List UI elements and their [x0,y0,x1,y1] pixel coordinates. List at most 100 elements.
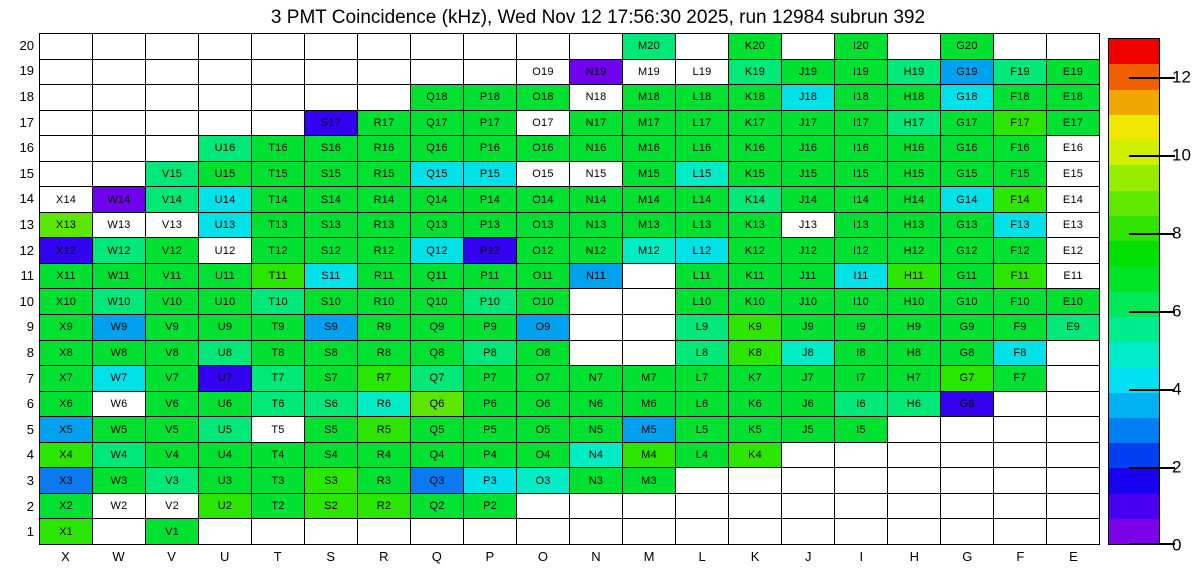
grid-cell-empty [252,519,304,544]
grid-cell-L13: L13 [676,212,728,238]
grid-cell-empty [570,340,622,366]
grid-cell-E17: E17 [1047,110,1099,136]
grid-cell-W4: W4 [93,442,145,468]
grid-cell-S10: S10 [305,289,357,315]
y-tick-label-2: 2 [26,498,34,514]
grid-cell-H8: H8 [888,340,940,366]
colorbar-tick [1129,233,1175,235]
grid-cell-H12: H12 [888,238,940,263]
grid-cell-L17: L17 [676,110,728,136]
grid-cell-empty [199,85,251,110]
grid-cell-V14: V14 [146,187,198,212]
x-tick-label-J: J [804,549,812,564]
grid-cell-N17: N17 [570,110,622,136]
x-tick-label-H: H [909,549,919,564]
grid-cell-empty [411,34,463,59]
grid-cell-empty [623,315,675,340]
grid-cell-X2: X2 [40,493,92,519]
grid-cell-I10: I10 [835,289,887,315]
grid-cell-S12: S12 [305,238,357,263]
grid-cell-empty [411,519,463,544]
grid-cell-K9: K9 [729,315,781,340]
grid-cell-V13: V13 [146,212,198,238]
y-tick-label-6: 6 [26,396,34,412]
grid-cell-empty [888,34,940,59]
grid-cell-empty [305,59,357,85]
grid-cell-L7: L7 [676,366,728,391]
grid-cell-U7: U7 [199,366,251,391]
grid-cell-L14: L14 [676,187,728,212]
colorbar-tick [1129,311,1175,313]
colorbar-band [1109,342,1159,368]
grid-cell-S17: S17 [305,110,357,136]
grid-cell-F8: F8 [994,340,1046,366]
grid-cell-empty [994,493,1046,519]
grid-cell-V7: V7 [146,366,198,391]
grid-cell-M7: M7 [623,366,675,391]
grid-cell-empty [676,493,728,519]
grid-cell-empty [729,519,781,544]
grid-cell-T12: T12 [252,238,304,263]
grid-cell-M5: M5 [623,417,675,442]
grid-cell-empty [93,34,145,59]
grid-cell-E14: E14 [1047,187,1099,212]
grid-cell-N18: N18 [570,85,622,110]
grid-cell-empty [941,519,993,544]
grid-cell-P4: P4 [464,442,516,468]
grid-cell-empty [623,263,675,289]
grid-cell-F13: F13 [994,212,1046,238]
grid-cell-R12: R12 [358,238,410,263]
x-tick-label-F: F [1016,549,1025,564]
grid-cell-empty [835,442,887,468]
grid-cell-Q14: Q14 [411,187,463,212]
grid-cell-J14: J14 [782,187,834,212]
grid-cell-X1: X1 [40,519,92,544]
grid-cell-I8: I8 [835,340,887,366]
grid-cell-N6: N6 [570,391,622,417]
grid-cell-W6: W6 [93,391,145,417]
grid-cell-empty [888,417,940,442]
grid-cell-K12: K12 [729,238,781,263]
grid-cell-K17: K17 [729,110,781,136]
grid-cell-P5: P5 [464,417,516,442]
x-tick-label-K: K [750,549,760,564]
colorbar-band [1109,190,1159,216]
grid-cell-empty [199,59,251,85]
grid-cell-F15: F15 [994,161,1046,187]
colorbar-tick-label-12: 12 [1172,67,1191,87]
colorbar-band [1109,89,1159,115]
grid-cell-H10: H10 [888,289,940,315]
grid-cell-empty [570,34,622,59]
grid-cell-K13: K13 [729,212,781,238]
y-tick-label-17: 17 [19,114,34,130]
grid-cell-empty [729,493,781,519]
grid-cell-R6: R6 [358,391,410,417]
y-tick-label-3: 3 [26,473,34,488]
grid-cell-W11: W11 [93,263,145,289]
grid-cell-P12: P12 [464,238,516,263]
colorbar-band [1109,241,1159,267]
grid-cell-U12: U12 [199,238,251,263]
grid-cell-R13: R13 [358,212,410,238]
grid-cell-L16: L16 [676,136,728,161]
grid-cell-E19: E19 [1047,59,1099,85]
grid-cell-W2: W2 [93,493,145,519]
grid-cell-J13: J13 [782,212,834,238]
y-tick-label-9: 9 [26,319,34,335]
grid-cell-V11: V11 [146,263,198,289]
grid-cell-empty [358,519,410,544]
grid-cell-empty [252,34,304,59]
grid-cell-V15: V15 [146,161,198,187]
grid-cell-U5: U5 [199,417,251,442]
grid-cell-empty [994,417,1046,442]
grid-cell-W14: W14 [93,187,145,212]
y-tick-label-10: 10 [19,293,34,309]
grid-cell-F7: F7 [994,366,1046,391]
colorbar-tick [1129,77,1175,79]
colorbar-scale [1108,38,1160,545]
grid-cell-U14: U14 [199,187,251,212]
grid-cell-P13: P13 [464,212,516,238]
grid-cell-K10: K10 [729,289,781,315]
grid-cell-empty [623,519,675,544]
